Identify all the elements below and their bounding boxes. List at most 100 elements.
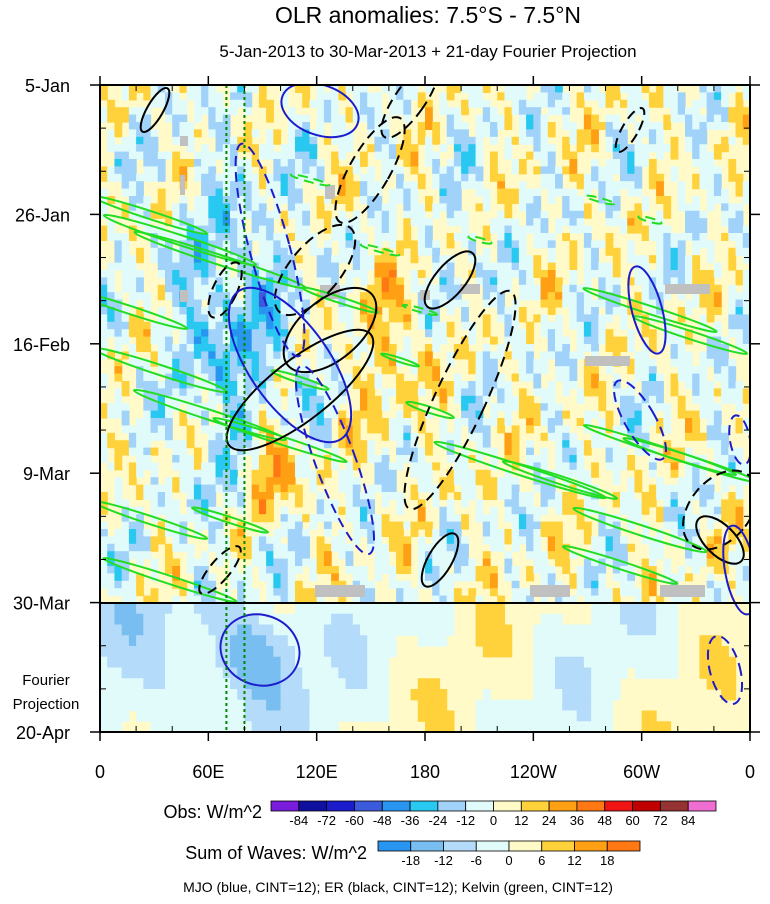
anomaly-cell — [475, 351, 484, 360]
anomaly-cell — [706, 151, 715, 160]
anomaly-cell — [713, 329, 722, 338]
anomaly-cell — [547, 270, 556, 278]
anomaly-cell — [699, 292, 708, 301]
anomaly-cell — [316, 299, 325, 308]
anomaly-cell — [482, 536, 491, 545]
anomaly-cell — [511, 521, 520, 530]
anomaly-cell — [555, 492, 563, 500]
anomaly-cell — [136, 462, 144, 471]
anomaly-cell — [374, 255, 383, 264]
anomaly-cell — [612, 455, 621, 463]
anomaly-cell — [583, 566, 592, 574]
anomaly-cell — [670, 536, 679, 545]
anomaly-cell — [266, 284, 274, 293]
anomaly-cell — [388, 144, 397, 153]
anomaly-cell — [706, 595, 715, 604]
anomaly-cell — [230, 566, 238, 574]
anomaly-cell — [677, 373, 686, 382]
anomaly-cell — [490, 484, 498, 493]
anomaly-cell — [591, 159, 599, 167]
anomaly-cell — [302, 543, 311, 552]
projection-cell — [179, 635, 188, 647]
anomaly-cell — [504, 492, 513, 500]
anomaly-cell — [251, 292, 260, 301]
anomaly-cell — [468, 233, 477, 241]
anomaly-cell — [345, 506, 354, 515]
projection-cell — [258, 624, 267, 636]
anomaly-cell — [345, 492, 354, 500]
projection-cell — [273, 635, 282, 647]
anomaly-cell — [511, 225, 520, 234]
anomaly-cell — [446, 381, 455, 389]
anomaly-cell — [569, 506, 578, 515]
anomaly-cell — [706, 425, 715, 434]
anomaly-cell — [576, 514, 585, 523]
anomaly-cell — [699, 210, 708, 219]
anomaly-cell — [107, 588, 116, 597]
anomaly-cell — [128, 321, 137, 330]
projection-cell — [367, 624, 376, 636]
anomaly-cell — [598, 329, 607, 338]
anomaly-cell — [331, 381, 339, 389]
anomaly-cell — [388, 92, 397, 101]
anomaly-cell — [388, 225, 397, 234]
anomaly-cell — [425, 580, 433, 589]
anomaly-cell — [533, 536, 542, 545]
anomaly-cell — [735, 388, 744, 397]
anomaly-cell — [663, 506, 672, 515]
anomaly-cell — [742, 558, 750, 567]
anomaly-cell — [316, 210, 325, 219]
anomaly-cell — [526, 344, 534, 352]
anomaly-cell — [280, 173, 289, 182]
anomaly-cell — [215, 344, 224, 352]
anomaly-cell — [677, 314, 686, 323]
projection-cell — [222, 689, 231, 701]
anomaly-cell — [511, 595, 520, 604]
anomaly-cell — [172, 321, 181, 330]
anomaly-cell — [482, 314, 491, 323]
projection-cell — [107, 646, 116, 658]
anomaly-cell — [526, 210, 534, 219]
anomaly-cell — [244, 358, 253, 367]
anomaly-cell — [533, 521, 542, 530]
anomaly-cell — [641, 403, 650, 412]
anomaly-cell — [670, 85, 679, 93]
anomaly-cell — [208, 240, 217, 249]
anomaly-cell — [230, 351, 238, 360]
anomaly-cell — [663, 233, 672, 241]
anomaly-cell — [360, 440, 368, 449]
anomaly-cell — [150, 499, 159, 508]
anomaly-cell — [417, 410, 426, 419]
anomaly-cell — [583, 307, 592, 315]
anomaly-cell — [468, 181, 477, 190]
projection-cell — [367, 603, 376, 615]
anomaly-cell — [692, 99, 701, 108]
anomaly-cell — [634, 358, 643, 367]
anomaly-cell — [735, 499, 744, 508]
anomaly-cell — [432, 536, 441, 545]
projection-cell — [670, 656, 679, 669]
anomaly-cell — [114, 314, 123, 323]
anomaly-cell — [396, 440, 404, 449]
anomaly-cell — [562, 196, 571, 204]
anomaly-cell — [280, 492, 289, 500]
anomaly-cell — [728, 85, 737, 93]
anomaly-cell — [323, 551, 332, 560]
anomaly-cell — [244, 307, 253, 315]
anomaly-cell — [266, 551, 274, 560]
anomaly-cell — [735, 588, 744, 597]
projection-cell — [295, 603, 303, 615]
anomaly-cell — [446, 580, 455, 589]
anomaly-cell — [367, 166, 376, 175]
anomaly-cell — [511, 240, 520, 249]
anomaly-cell — [150, 144, 159, 153]
anomaly-cell — [403, 410, 412, 419]
anomaly-cell — [172, 210, 181, 219]
projection-cell — [663, 613, 672, 626]
anomaly-cell — [641, 351, 650, 360]
anomaly-cell — [641, 492, 650, 500]
projection-cell — [323, 613, 332, 626]
anomaly-cell — [128, 299, 137, 308]
anomaly-cell — [439, 196, 448, 204]
anomaly-cell — [461, 307, 469, 315]
